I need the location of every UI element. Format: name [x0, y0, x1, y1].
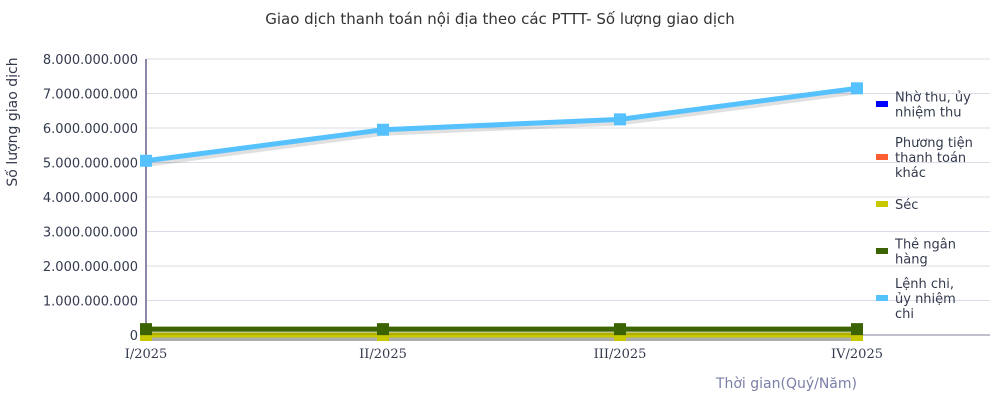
series-line: [145, 85, 858, 164]
y-tick-label: 4.000.000.000: [43, 191, 138, 206]
legend-label: Lệnh chi, ủy nhiệm chi: [895, 277, 956, 322]
data-point: [851, 323, 863, 336]
data-point: [614, 113, 626, 126]
y-tick-label: 5.000.000.000: [43, 157, 138, 172]
y-tick-label: 1.000.000.000: [43, 295, 138, 310]
legend-marker: [876, 101, 888, 107]
series-shadow: [146, 88, 859, 167]
legend-label: Nhờ thu, ủy nhiệm thu: [895, 91, 971, 121]
y-tick-label: 2.000.000.000: [43, 260, 138, 275]
y-tick-label: 6.000.000.000: [43, 122, 138, 137]
x-tick-label: I/2025: [125, 347, 168, 362]
data-point: [377, 123, 389, 136]
chart-title: Giao dịch thanh toán nội địa theo các PT…: [265, 10, 735, 28]
legend-marker: [876, 248, 888, 254]
x-tick-label: IV/2025: [831, 347, 883, 362]
legend-label: Séc: [895, 198, 918, 213]
legend-item[interactable]: Lệnh chi, ủy nhiệm chi: [876, 277, 956, 322]
x-tick-label: III/2025: [594, 347, 647, 362]
legend-item[interactable]: Phương tiện thanh toán khác: [876, 136, 973, 181]
legend-item[interactable]: Séc: [876, 198, 918, 213]
data-point: [851, 82, 863, 95]
y-tick-label: 7.000.000.000: [43, 88, 138, 103]
legend-label: Phương tiện thanh toán khác: [895, 136, 973, 181]
y-axis-label: Số lượng giao dịch: [4, 57, 21, 186]
legend-item[interactable]: Thẻ ngân hàng: [876, 238, 956, 268]
y-tick-label: 8.000.000.000: [43, 53, 138, 68]
legend-label: Thẻ ngân hàng: [894, 238, 956, 268]
y-tick-label: 0: [130, 329, 138, 344]
legend-marker: [876, 295, 888, 301]
legend-marker: [876, 154, 888, 160]
y-tick-label: 3.000.000.000: [43, 226, 138, 241]
data-point: [140, 323, 152, 336]
data-point: [140, 154, 152, 167]
legend-item[interactable]: Nhờ thu, ủy nhiệm thu: [876, 91, 971, 121]
x-axis-label: Thời gian(Quý/Năm): [715, 376, 857, 392]
data-point: [614, 323, 626, 336]
data-point: [377, 323, 389, 336]
legend-marker: [876, 201, 888, 207]
x-tick-label: II/2025: [359, 347, 407, 362]
